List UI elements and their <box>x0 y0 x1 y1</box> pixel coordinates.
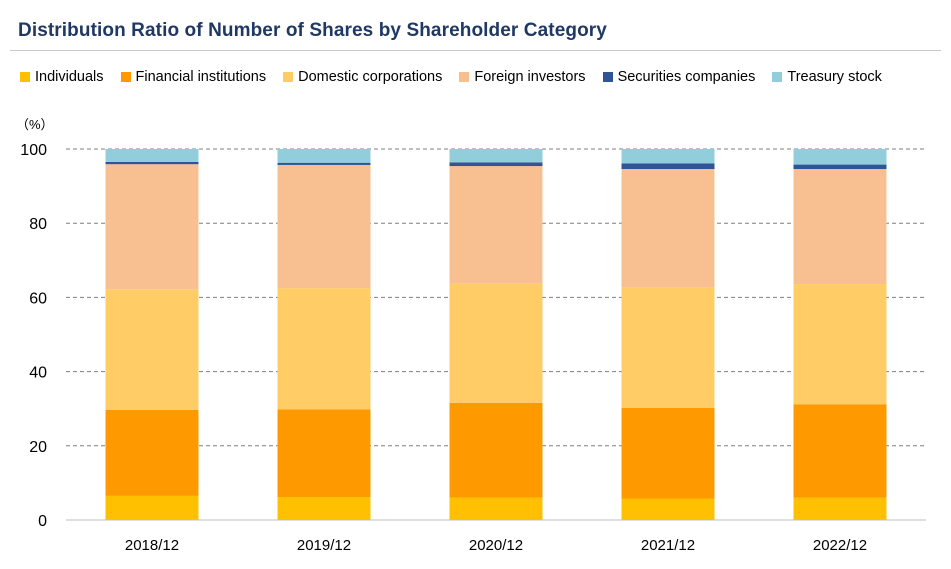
bar-securities-companies-2022-12 <box>793 164 887 170</box>
bar-domestic-corporations-2022-12 <box>793 284 887 405</box>
bar-treasury-stock-2022-12 <box>793 149 887 165</box>
legend-label-treasury-stock: Treasury stock <box>787 69 882 85</box>
legend-item-treasury-stock: Treasury stock <box>772 69 882 85</box>
y-tick-label-40: 40 <box>29 365 47 382</box>
bar-financial-institutions-2020-12 <box>449 402 543 498</box>
bar-individuals-2021-12 <box>621 498 715 520</box>
legend-item-financial-institutions: Financial institutions <box>120 69 267 85</box>
bar-foreign-investors-2019-12 <box>277 164 371 289</box>
bar-securities-companies-2018-12 <box>105 161 199 165</box>
bar-individuals-2018-12 <box>105 495 199 520</box>
bar-financial-institutions-2021-12 <box>621 407 715 499</box>
title-divider <box>10 50 941 51</box>
bar-securities-companies-2020-12 <box>449 162 543 167</box>
x-tick-label-2020-12: 2020/12 <box>469 537 523 554</box>
bar-treasury-stock-2018-12 <box>105 149 199 162</box>
legend-label-financial-institutions: Financial institutions <box>135 69 267 85</box>
legend-item-securities-companies: Securities companies <box>602 69 756 85</box>
bar-treasury-stock-2019-12 <box>277 149 371 163</box>
chart-legend: Individuals Financial institutions Domes… <box>20 69 882 85</box>
bar-domestic-corporations-2019-12 <box>277 288 371 410</box>
y-tick-label-100: 100 <box>20 142 47 159</box>
y-tick-label-60: 60 <box>29 290 47 307</box>
bar-domestic-corporations-2021-12 <box>621 287 715 408</box>
bar-domestic-corporations-2020-12 <box>449 283 543 403</box>
bar-foreign-investors-2020-12 <box>449 166 543 284</box>
legend-item-foreign-investors: Foreign investors <box>459 69 586 85</box>
legend-swatch-securities-companies <box>602 72 613 82</box>
y-tick-label-0: 0 <box>38 513 47 530</box>
bar-foreign-investors-2022-12 <box>793 169 887 285</box>
legend-item-individuals: Individuals <box>20 69 104 85</box>
bar-securities-companies-2019-12 <box>277 162 371 165</box>
legend-item-domestic-corporations: Domestic corporations <box>283 69 442 85</box>
legend-label-foreign-investors: Foreign investors <box>474 69 586 85</box>
legend-label-individuals: Individuals <box>35 69 104 85</box>
bar-financial-institutions-2022-12 <box>793 404 887 498</box>
legend-swatch-individuals <box>20 72 30 82</box>
legend-label-domestic-corporations: Domestic corporations <box>298 69 443 85</box>
legend-swatch-treasury-stock <box>772 72 783 82</box>
x-tick-label-2019-12: 2019/12 <box>297 537 351 554</box>
y-tick-label-80: 80 <box>29 216 47 233</box>
bar-financial-institutions-2018-12 <box>105 409 199 496</box>
legend-swatch-financial-institutions <box>120 72 131 82</box>
y-axis-unit-label: （%） <box>16 117 54 132</box>
bar-individuals-2022-12 <box>793 497 887 520</box>
legend-swatch-foreign-investors <box>459 72 470 82</box>
bar-individuals-2020-12 <box>449 497 543 520</box>
bar-foreign-investors-2018-12 <box>105 164 199 290</box>
bar-foreign-investors-2021-12 <box>621 169 715 288</box>
bar-domestic-corporations-2018-12 <box>105 289 199 410</box>
x-tick-label-2021-12: 2021/12 <box>641 537 695 554</box>
bar-treasury-stock-2021-12 <box>621 149 715 164</box>
bar-individuals-2019-12 <box>277 496 371 520</box>
bar-treasury-stock-2020-12 <box>449 149 543 163</box>
legend-swatch-domestic-corporations <box>283 72 294 82</box>
bar-financial-institutions-2019-12 <box>277 409 371 497</box>
x-tick-label-2018-12: 2018/12 <box>125 537 179 554</box>
bar-securities-companies-2021-12 <box>621 163 715 170</box>
chart-title: Distribution Ratio of Number of Shares b… <box>18 20 607 41</box>
x-tick-label-2022-12: 2022/12 <box>813 537 867 554</box>
y-tick-label-20: 20 <box>29 439 47 456</box>
legend-label-securities-companies: Securities companies <box>617 69 756 85</box>
